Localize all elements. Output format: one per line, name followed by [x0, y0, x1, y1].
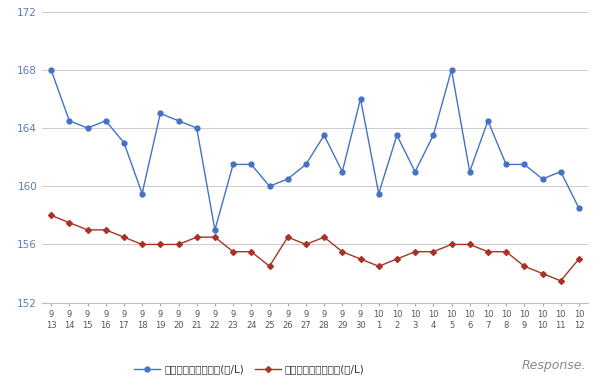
レギュラー看板価格(円/L): [448, 68, 455, 72]
レギュラー実売価格(円/L): [320, 235, 328, 239]
レギュラー実売価格(円/L): [175, 242, 182, 247]
レギュラー実売価格(円/L): [66, 220, 73, 225]
レギュラー看板価格(円/L): [211, 228, 218, 232]
レギュラー実売価格(円/L): [448, 242, 455, 247]
レギュラー実売価格(円/L): [412, 249, 419, 254]
レギュラー看板価格(円/L): [575, 206, 583, 210]
レギュラー実売価格(円/L): [120, 235, 128, 239]
レギュラー実売価格(円/L): [466, 242, 473, 247]
レギュラー看板価格(円/L): [357, 97, 364, 101]
レギュラー実売価格(円/L): [193, 235, 200, 239]
レギュラー実売価格(円/L): [47, 213, 55, 218]
レギュラー実売価格(円/L): [302, 242, 310, 247]
Line: レギュラー看板価格(円/L): レギュラー看板価格(円/L): [49, 68, 581, 232]
レギュラー看板価格(円/L): [557, 170, 564, 174]
レギュラー看板価格(円/L): [394, 133, 401, 138]
レギュラー看板価格(円/L): [412, 170, 419, 174]
レギュラー看板価格(円/L): [430, 133, 437, 138]
レギュラー看板価格(円/L): [284, 177, 292, 181]
レギュラー実売価格(円/L): [102, 228, 109, 232]
レギュラー実売価格(円/L): [284, 235, 292, 239]
レギュラー実売価格(円/L): [266, 264, 273, 268]
レギュラー看板価格(円/L): [230, 162, 237, 167]
レギュラー実売価格(円/L): [375, 264, 382, 268]
レギュラー看板価格(円/L): [175, 118, 182, 123]
レギュラー看板価格(円/L): [102, 118, 109, 123]
レギュラー実売価格(円/L): [557, 279, 564, 283]
レギュラー看板価格(円/L): [248, 162, 255, 167]
Legend: レギュラー看板価格(円/L), レギュラー実売価格(円/L): レギュラー看板価格(円/L), レギュラー実売価格(円/L): [130, 360, 369, 379]
レギュラー看板価格(円/L): [66, 118, 73, 123]
レギュラー実売価格(円/L): [503, 249, 510, 254]
レギュラー実売価格(円/L): [230, 249, 237, 254]
レギュラー実売価格(円/L): [338, 249, 346, 254]
レギュラー看板価格(円/L): [521, 162, 528, 167]
レギュラー看板価格(円/L): [84, 126, 91, 130]
レギュラー看板価格(円/L): [120, 140, 128, 145]
レギュラー実売価格(円/L): [84, 228, 91, 232]
レギュラー看板価格(円/L): [302, 162, 310, 167]
レギュラー看板価格(円/L): [338, 170, 346, 174]
レギュラー看板価格(円/L): [320, 133, 328, 138]
レギュラー看板価格(円/L): [266, 184, 273, 189]
レギュラー実売価格(円/L): [484, 249, 491, 254]
レギュラー実売価格(円/L): [357, 257, 364, 262]
レギュラー看板価格(円/L): [139, 191, 146, 196]
レギュラー看板価格(円/L): [539, 177, 546, 181]
レギュラー実売価格(円/L): [211, 235, 218, 239]
レギュラー実売価格(円/L): [575, 257, 583, 262]
レギュラー実売価格(円/L): [394, 257, 401, 262]
Line: レギュラー実売価格(円/L): レギュラー実売価格(円/L): [49, 213, 581, 283]
レギュラー実売価格(円/L): [139, 242, 146, 247]
レギュラー実売価格(円/L): [539, 271, 546, 276]
レギュラー実売価格(円/L): [430, 249, 437, 254]
レギュラー看板価格(円/L): [375, 191, 382, 196]
レギュラー看板価格(円/L): [466, 170, 473, 174]
レギュラー看板価格(円/L): [157, 111, 164, 116]
レギュラー看板価格(円/L): [503, 162, 510, 167]
レギュラー実売価格(円/L): [157, 242, 164, 247]
レギュラー看板価格(円/L): [193, 126, 200, 130]
レギュラー実売価格(円/L): [248, 249, 255, 254]
レギュラー実売価格(円/L): [521, 264, 528, 268]
Text: Response.: Response.: [522, 359, 587, 372]
レギュラー看板価格(円/L): [47, 68, 55, 72]
レギュラー看板価格(円/L): [484, 118, 491, 123]
